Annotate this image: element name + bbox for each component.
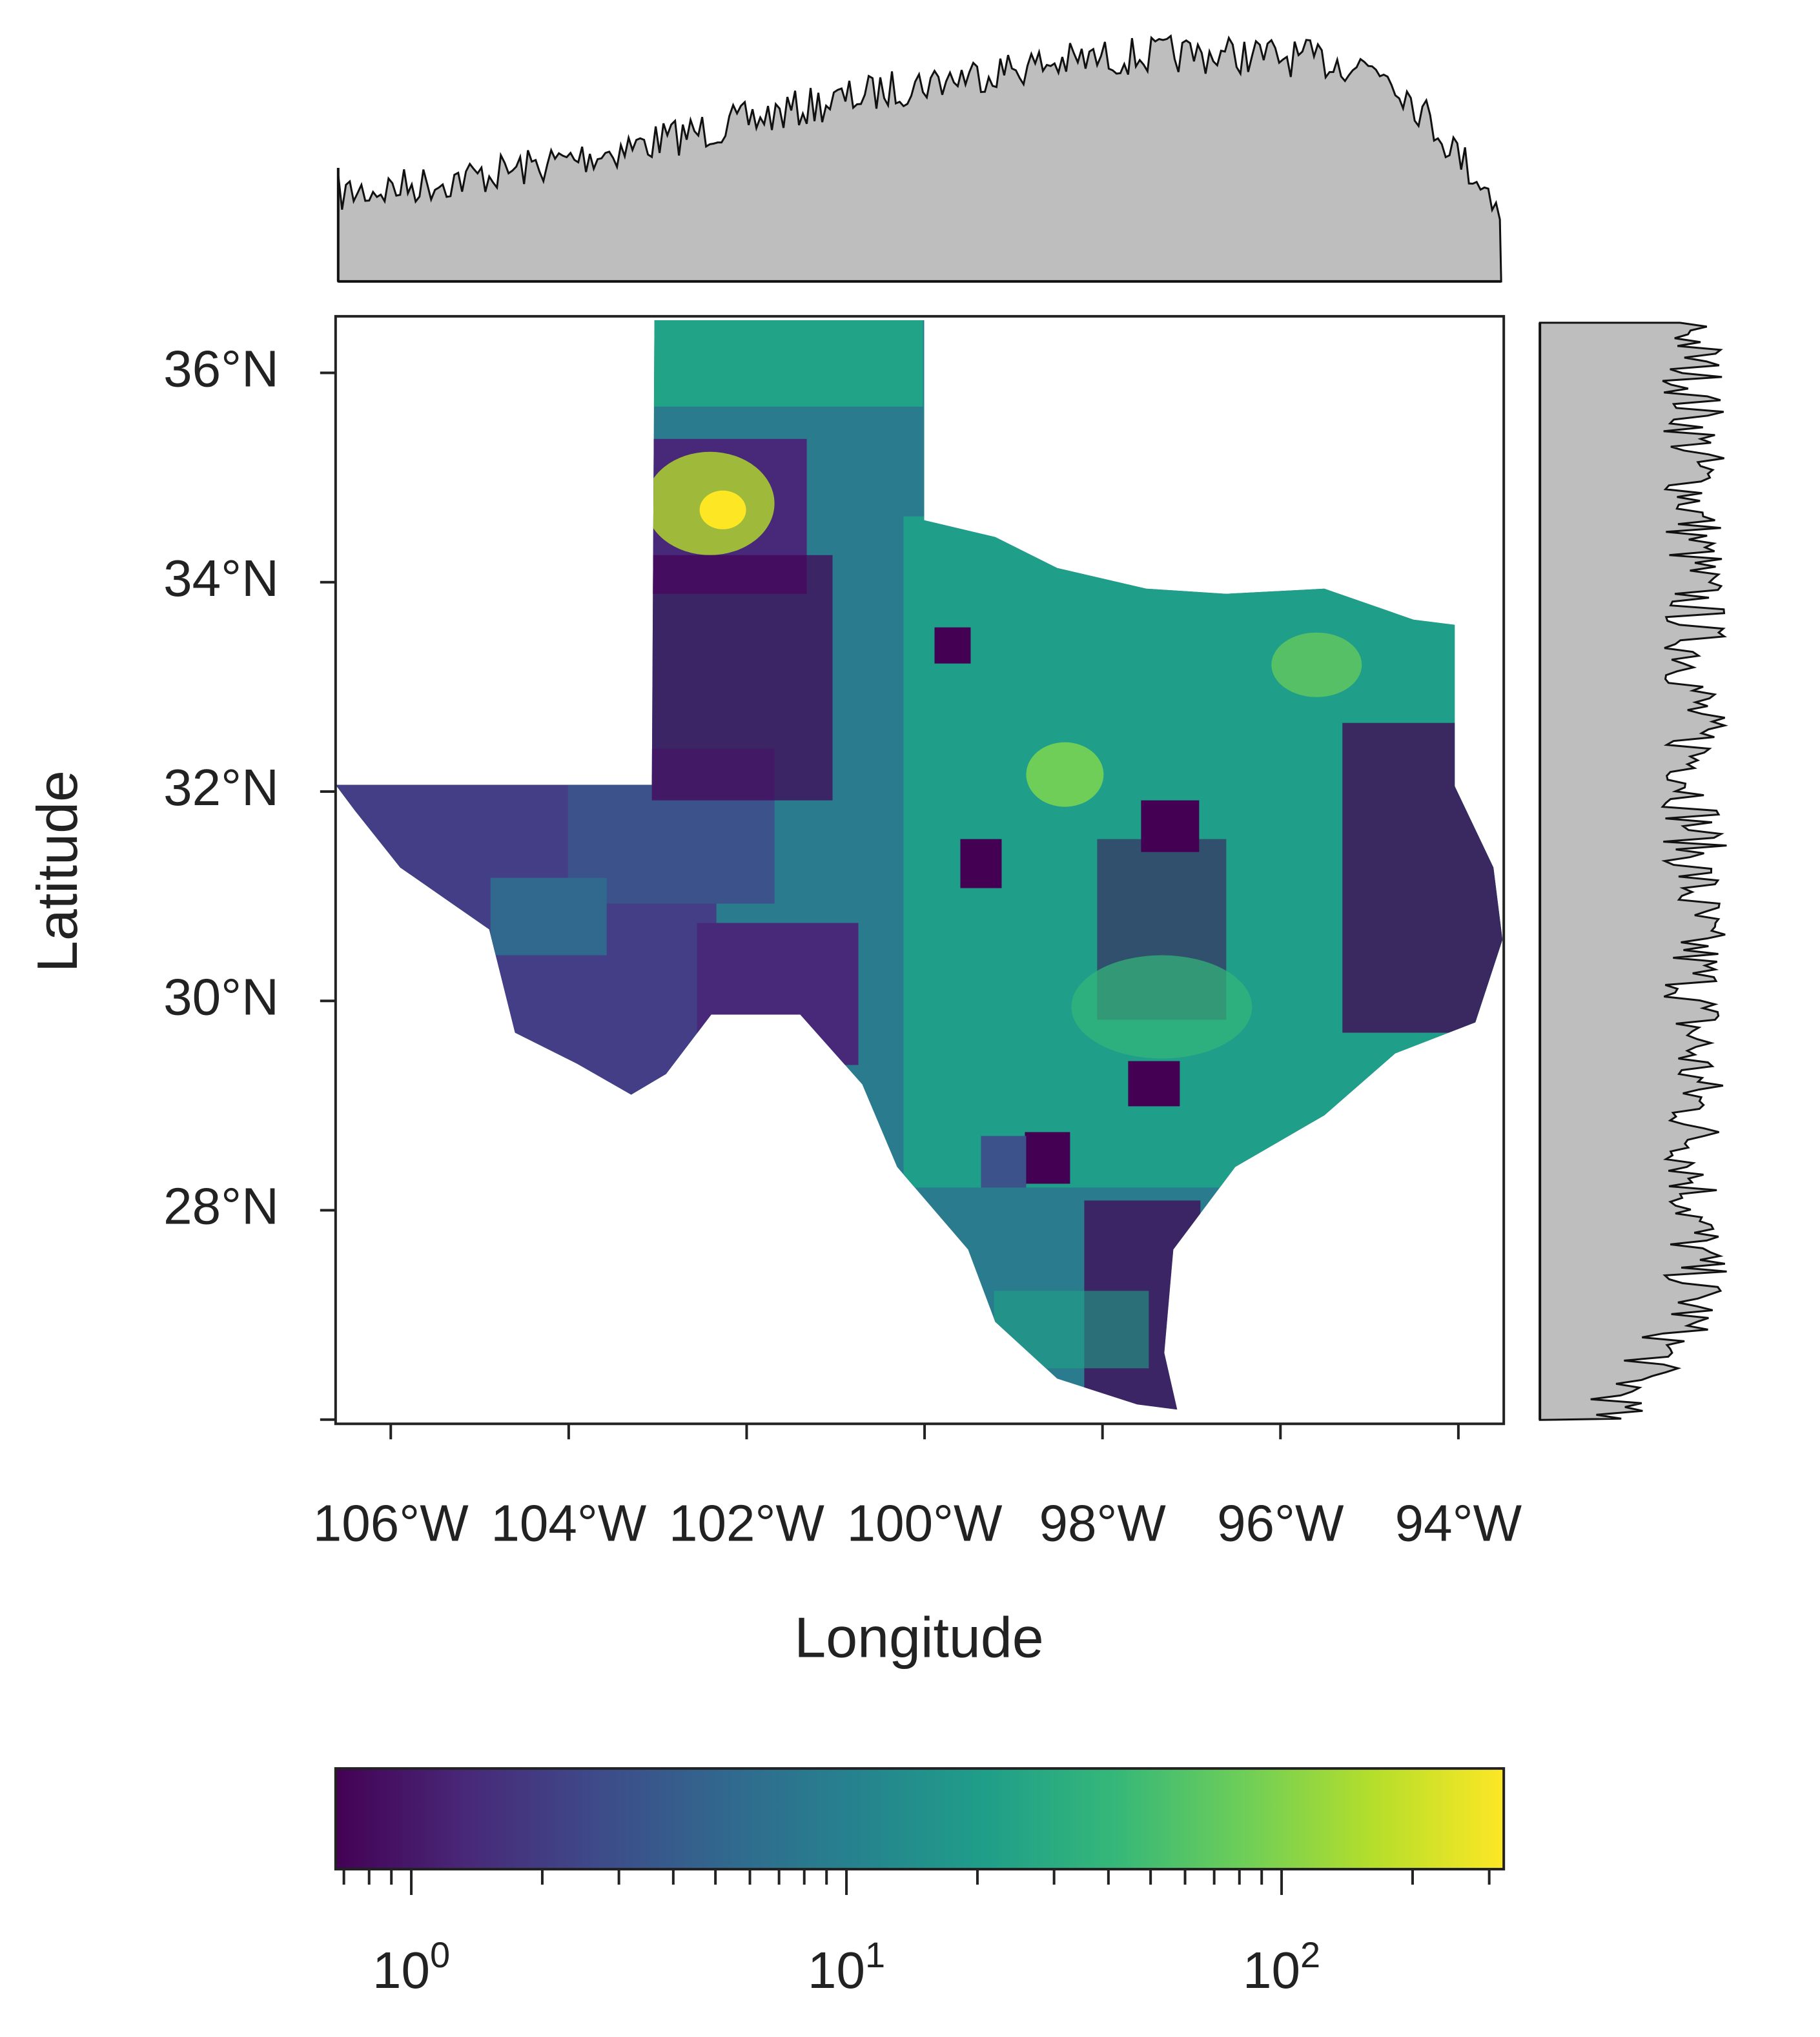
colorbar-tick-label: 101 [808,1934,885,1999]
tick-base: 10 [373,1941,430,1999]
x-axis-label: Longitude [794,1605,1043,1669]
x-tick-label: 96°W [1217,1494,1344,1551]
top-marginal [337,34,1502,283]
x-tick-label: 106°W [313,1494,469,1551]
x-tick-label: 98°W [1039,1494,1166,1551]
map-frame [334,314,1506,1426]
y-axis-label: Latitude [25,770,89,972]
y-tick-label: 36°N [163,340,279,398]
tick-base: 10 [1243,1941,1300,1999]
y-tick-label: 30°N [163,968,279,1025]
y-tick-label: 28°N [163,1178,279,1235]
tick-base: 10 [808,1941,865,1999]
tick-exponent: 1 [865,1934,885,1975]
x-tick-label: 94°W [1395,1494,1522,1551]
colorbar-tick-label: 100 [373,1934,450,1999]
x-tick-label: 100°W [847,1494,1003,1551]
right-marginal [1539,322,1728,1421]
texas-raster [335,320,1503,1410]
y-tick-label: 32°N [163,759,279,816]
x-tick-label: 102°W [669,1494,824,1551]
x-tick-label: 104°W [491,1494,646,1551]
colorbar-tick-label: 102 [1243,1934,1320,1999]
y-tick-label: 34°N [163,549,279,607]
tick-exponent: 2 [1300,1934,1320,1975]
tick-exponent: 0 [430,1934,450,1975]
colorbar [335,1768,1504,1870]
colorbar-frame [334,1767,1506,1871]
